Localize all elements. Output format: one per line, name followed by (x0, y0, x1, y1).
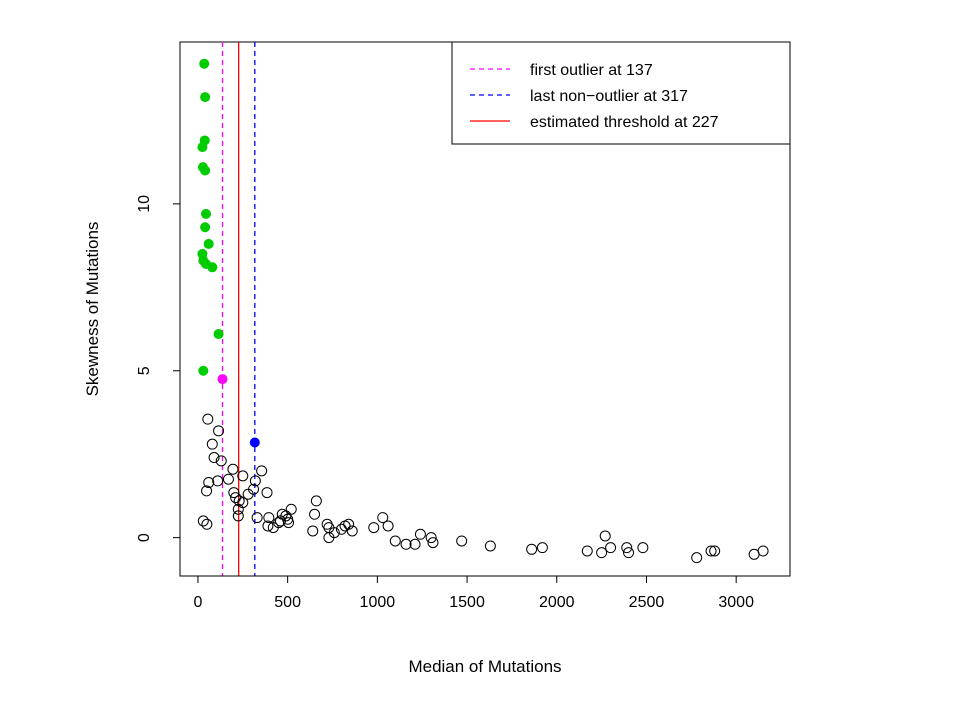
data-point-s3-12 (201, 485, 213, 497)
y-tick-label-5: 5 (136, 366, 153, 375)
x-axis-title: Median of Mutations (408, 657, 561, 676)
data-point-s0-8 (203, 238, 214, 249)
data-point-s3-22 (251, 512, 263, 524)
data-point-s3-48 (382, 520, 394, 532)
data-point-s0-6 (201, 208, 212, 219)
data-point-s3-3 (208, 452, 220, 464)
data-point-s3-7 (203, 477, 215, 489)
legend: first outlier at 137 last non−outlier at … (451, 41, 791, 145)
data-point-s3-44 (346, 525, 358, 537)
data-point-s3-61 (599, 530, 611, 542)
data-point-s3-21 (232, 510, 244, 522)
data-point-s3-13 (228, 487, 240, 499)
data-point-s1-0 (217, 374, 228, 385)
data-point-s0-13 (213, 329, 224, 340)
x-tick-label-1500: 1500 (449, 594, 485, 611)
data-point-s3-28 (197, 515, 209, 527)
data-point-s0-0 (199, 58, 210, 69)
data-point-s3-64 (623, 547, 635, 559)
y-axis: 0 5 10 (136, 195, 181, 542)
vline-group (221, 42, 256, 576)
data-point-s3-51 (409, 538, 421, 550)
data-point-s3-11 (249, 475, 261, 487)
data-point-s3-56 (484, 540, 496, 552)
data-point-s3-9 (222, 473, 234, 485)
data-point-s3-10 (237, 470, 249, 482)
data-point-s3-23 (263, 512, 275, 524)
x-axis: 0 500 1000 1500 2000 2500 3000 (193, 575, 754, 611)
legend-label-1: last non−outlier at 317 (530, 88, 688, 105)
data-point-s3-0 (202, 413, 214, 425)
data-point-s3-52 (414, 528, 426, 540)
data-point-s0-7 (200, 222, 211, 233)
data-point-s3-62 (605, 542, 617, 554)
data-point-s3-30 (262, 520, 274, 532)
points-group (197, 58, 769, 564)
data-point-s3-4 (215, 455, 227, 467)
data-point-s3-6 (256, 465, 268, 477)
data-point-s0-1 (200, 92, 211, 103)
data-point-s0-12 (207, 262, 218, 273)
data-point-s3-18 (248, 483, 260, 495)
data-point-s0-5 (200, 165, 211, 176)
data-point-s3-33 (276, 508, 288, 520)
data-point-s3-59 (581, 545, 593, 557)
data-point-s3-20 (232, 503, 244, 515)
legend-box (451, 41, 791, 145)
data-point-s3-43 (343, 518, 355, 530)
legend-label-2: estimated threshold at 227 (530, 114, 719, 131)
data-point-s3-27 (285, 503, 297, 515)
data-point-s3-2 (206, 438, 218, 450)
data-point-s3-45 (323, 532, 335, 544)
data-point-s0-14 (198, 365, 209, 376)
data-point-s3-63 (621, 542, 633, 554)
x-tick-label-500: 500 (274, 594, 301, 611)
data-point-s3-37 (307, 525, 319, 537)
data-point-s3-55 (456, 535, 468, 547)
data-point-s2-0 (249, 437, 260, 448)
legend-label-0: first outlier at 137 (530, 62, 653, 79)
data-point-s3-50 (400, 538, 412, 550)
data-point-s3-46 (368, 522, 380, 534)
data-point-s3-5 (227, 463, 239, 475)
data-point-s3-36 (309, 508, 321, 520)
data-point-s3-68 (709, 545, 721, 557)
x-tick-label-0: 0 (193, 594, 202, 611)
data-point-s3-29 (201, 518, 213, 530)
data-point-s3-1 (213, 425, 225, 437)
data-point-s3-34 (283, 517, 295, 529)
data-point-s3-35 (310, 495, 322, 507)
y-tick-label-0: 0 (136, 533, 153, 542)
data-point-s3-53 (425, 532, 437, 544)
data-point-s3-19 (261, 487, 273, 499)
data-point-s3-67 (705, 545, 717, 557)
data-point-s3-8 (212, 475, 224, 487)
x-tick-label-3000: 3000 (718, 594, 754, 611)
data-point-s3-66 (691, 552, 703, 564)
data-point-s3-65 (637, 542, 649, 554)
data-point-s3-47 (377, 512, 389, 524)
x-tick-label-2000: 2000 (539, 594, 575, 611)
data-point-s3-57 (526, 543, 538, 555)
data-point-s3-54 (427, 537, 439, 549)
y-axis-title: Skewness of Mutations (83, 222, 102, 397)
data-point-s3-58 (536, 542, 548, 554)
x-tick-label-1000: 1000 (360, 594, 396, 611)
data-point-s3-49 (389, 535, 401, 547)
x-tick-label-2500: 2500 (629, 594, 665, 611)
data-point-s3-70 (757, 545, 769, 557)
data-point-s3-60 (596, 547, 608, 559)
data-point-s0-3 (197, 142, 208, 153)
y-tick-label-10: 10 (136, 195, 153, 213)
